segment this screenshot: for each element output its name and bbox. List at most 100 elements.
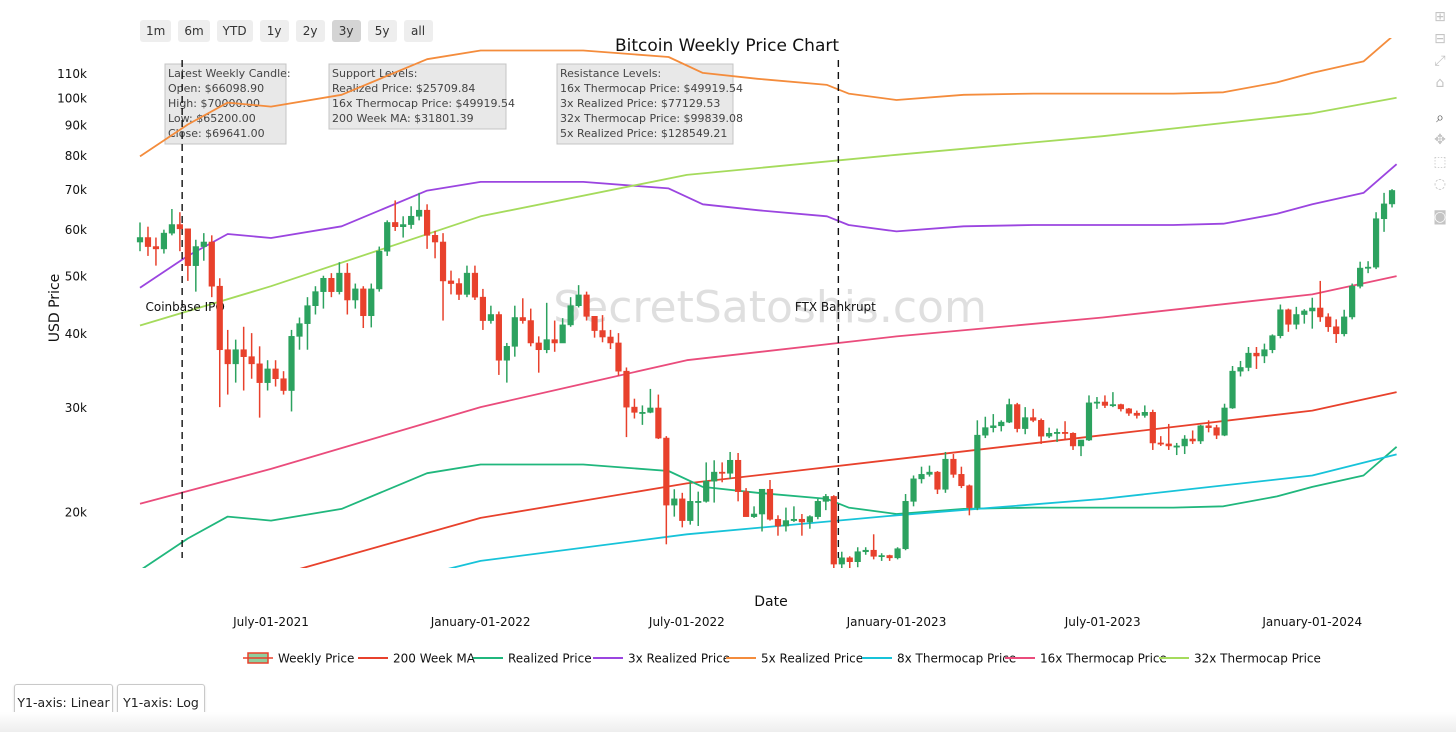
indicator-lines (139, 38, 1398, 568)
legend-item[interactable]: 3x Realized Price (593, 652, 730, 666)
candle (304, 297, 311, 350)
candle (902, 494, 909, 551)
candle (152, 237, 160, 266)
zoom-icon[interactable]: ⌕ (1436, 110, 1444, 126)
candle (655, 394, 662, 440)
candle-body (1341, 316, 1348, 335)
legend-item[interactable]: 8x Thermocap Price (862, 652, 1016, 666)
range-button-all[interactable]: all (403, 20, 433, 42)
candle (312, 286, 319, 315)
candle-body (878, 555, 885, 558)
candle (336, 262, 343, 295)
candle (703, 462, 710, 503)
candle-body (1229, 370, 1236, 409)
home-icon[interactable]: ⌂ (1435, 75, 1445, 91)
range-button-2y[interactable]: 2y (295, 20, 325, 42)
candle (455, 278, 463, 300)
legend-item[interactable]: 32x Thermocap Price (1159, 652, 1321, 666)
candle-body (575, 294, 582, 306)
range-button-1y[interactable]: 1y (259, 20, 289, 42)
legend-item[interactable]: 200 Week MA (358, 652, 476, 666)
autoscale-icon[interactable]: ⤢ (1434, 53, 1446, 69)
candle (216, 278, 223, 408)
candle (1109, 392, 1117, 408)
annotation-line: 3x Realized Price: $77129.53 (560, 97, 720, 110)
candle-body (599, 330, 606, 338)
candle-body (184, 228, 191, 266)
range-button-6m[interactable]: 6m (178, 20, 210, 42)
candle-body (623, 370, 630, 408)
series-line-200-week-ma (299, 391, 1397, 568)
candle-body (384, 222, 391, 252)
candle-body (1365, 266, 1372, 269)
chart-title: Bitcoin Weekly Price Chart (615, 36, 839, 56)
legend-item[interactable]: Weekly Price (243, 652, 354, 666)
candle (256, 346, 263, 418)
lasso-select-icon[interactable]: ◌ (1433, 176, 1447, 192)
candle (1133, 410, 1140, 419)
legend-item[interactable]: 16x Thermocap Price (1005, 652, 1167, 666)
zoom-in-icon[interactable]: ⊞ (1434, 9, 1446, 25)
candle-body (1069, 432, 1077, 447)
candle-body (1309, 307, 1316, 312)
range-button-3y[interactable]: 3y (331, 20, 361, 42)
candle (631, 398, 638, 419)
candle-body (392, 222, 399, 227)
candle-body (1221, 407, 1228, 436)
candle (583, 291, 590, 321)
candle-body (216, 285, 223, 351)
range-button-ytd[interactable]: YTD (216, 20, 253, 42)
range-button-1m[interactable]: 1m (140, 20, 172, 42)
camera-icon[interactable]: ◙ (1433, 209, 1447, 225)
candle-body (503, 346, 510, 361)
annotation-line: 16x Thermocap Price: $49919.54 (332, 97, 515, 110)
candle (296, 317, 303, 350)
candle (248, 333, 255, 379)
candle (1357, 261, 1364, 289)
x-tick-label: July-01-2022 (648, 615, 725, 629)
y-tick-label: 70k (65, 183, 87, 197)
candle-body (168, 224, 175, 234)
legend-item[interactable]: Realized Price (473, 652, 592, 666)
box-select-icon[interactable]: ⬚ (1433, 154, 1447, 170)
candle (607, 329, 614, 350)
candle (392, 200, 399, 231)
candle (1333, 319, 1340, 343)
candle-body (1125, 408, 1132, 414)
candle (958, 466, 965, 489)
range-button-5y[interactable]: 5y (367, 20, 397, 42)
candle (527, 308, 534, 347)
candle (144, 226, 152, 256)
annotation-line: Low: $65200.00 (168, 112, 256, 125)
candle (1213, 424, 1220, 440)
legend-item[interactable]: 5x Realized Price (726, 652, 863, 666)
x-tick-label: January-01-2024 (1261, 615, 1362, 629)
pan-icon[interactable]: ✥ (1434, 132, 1446, 148)
candle (503, 342, 510, 383)
zoom-out-icon[interactable]: ⊟ (1434, 31, 1446, 47)
candle-body (655, 407, 662, 439)
candle (766, 479, 774, 521)
candle (1365, 261, 1372, 274)
candle-body (535, 342, 542, 351)
candle-body (1038, 420, 1045, 437)
candle (439, 233, 447, 321)
candle (559, 318, 566, 344)
y-axis-label: USD Price (47, 274, 63, 343)
candle (1061, 421, 1069, 440)
candle-body (312, 291, 319, 306)
candle-body (950, 458, 957, 475)
candle-body (256, 363, 263, 383)
y-tick-label: 110k (57, 67, 87, 81)
candle (1253, 346, 1260, 369)
candle (1165, 423, 1172, 450)
annotation-line: Resistance Levels: (560, 67, 661, 80)
candle-body (368, 288, 375, 317)
candle (136, 222, 144, 252)
candle (511, 305, 518, 357)
candle-body (192, 246, 199, 266)
candle-body (782, 520, 790, 527)
candle-body (1277, 309, 1284, 337)
candle (639, 405, 646, 425)
candle-body (352, 288, 359, 301)
